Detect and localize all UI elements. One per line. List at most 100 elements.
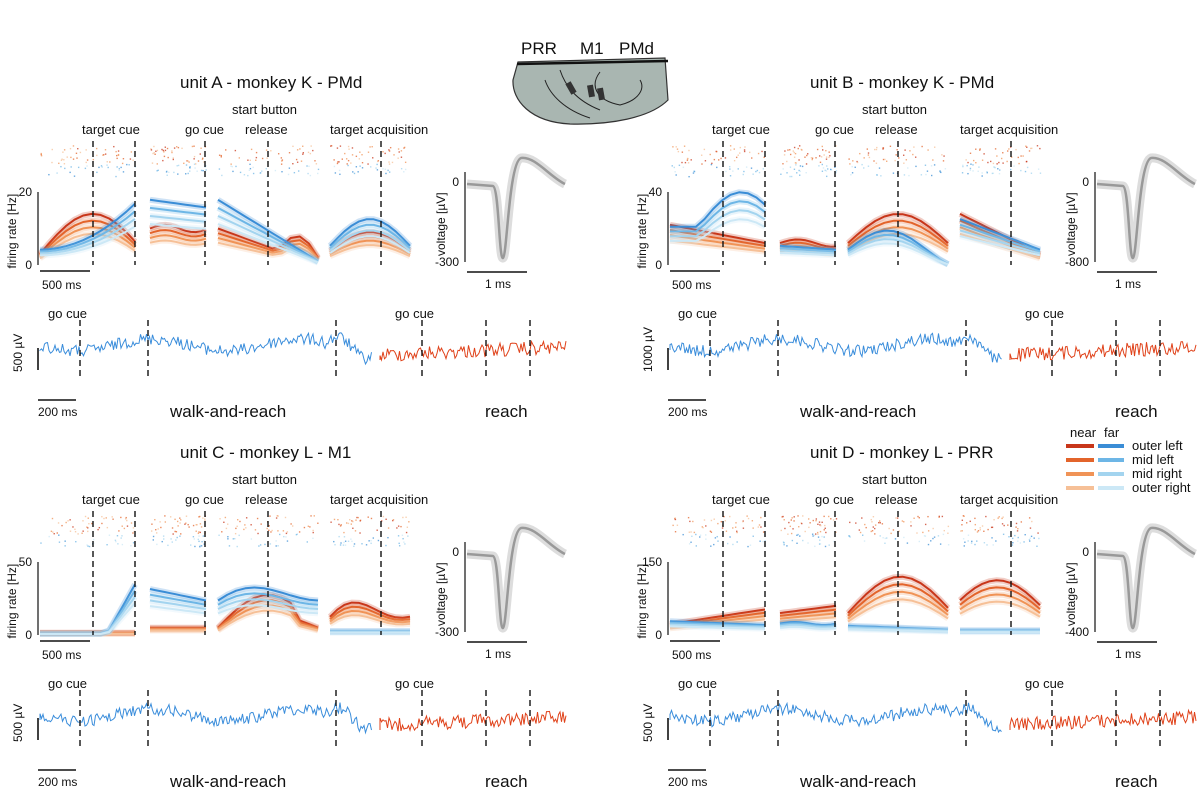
raster-tick — [878, 167, 881, 169]
walk-and-reach-trace — [669, 332, 1002, 363]
raster-tick — [405, 531, 408, 534]
raster-tick — [894, 538, 897, 540]
raster-tick — [121, 535, 123, 537]
raster-tick — [882, 148, 884, 150]
raster-tick — [169, 516, 172, 518]
raster-tick — [690, 159, 692, 161]
raster-tick — [797, 147, 799, 150]
raster-tick — [818, 165, 820, 167]
raster-tick — [123, 527, 126, 530]
raster-tick — [724, 520, 727, 522]
raster-tick — [120, 537, 122, 539]
psth-line — [847, 628, 949, 633]
raster-tick — [317, 522, 319, 524]
raster-tick — [343, 531, 345, 534]
raster-tick — [807, 542, 809, 544]
raster-tick — [334, 172, 337, 174]
raster-tick — [200, 147, 202, 149]
raster-block — [150, 515, 206, 548]
raster-tick — [1019, 542, 1022, 544]
raster-tick — [874, 533, 876, 535]
raster-tick — [199, 531, 201, 534]
walk-and-reach-trace — [669, 701, 1002, 734]
psth-line — [779, 249, 837, 255]
raster-tick — [1020, 169, 1022, 172]
raster-tick — [724, 157, 727, 159]
raster-tick — [864, 523, 866, 526]
raster-tick — [398, 542, 400, 545]
raster-tick — [798, 159, 800, 161]
raster-tick — [106, 164, 108, 166]
raster-tick — [933, 536, 936, 538]
raster-tick — [717, 540, 719, 542]
trace-go-cue-label-reach: go cue — [1025, 306, 1064, 321]
raster-tick — [200, 545, 203, 547]
raster-tick — [992, 544, 994, 546]
raster-tick — [203, 539, 205, 542]
raster-tick — [894, 159, 896, 162]
raster-tick — [106, 544, 108, 546]
raster-tick — [352, 527, 354, 529]
raster-tick — [58, 541, 61, 543]
raster-tick — [156, 149, 159, 152]
raster-tick — [684, 161, 687, 164]
raster-tick — [265, 149, 268, 151]
raster-tick — [227, 523, 229, 525]
raster-tick — [789, 166, 792, 168]
raster-tick — [225, 527, 228, 530]
raster-tick — [171, 527, 174, 529]
raster-tick — [812, 535, 814, 537]
legend-item-label: outer left — [1132, 438, 1183, 453]
raster-tick — [979, 529, 982, 531]
raster-tick — [113, 145, 115, 148]
raster-tick — [347, 522, 350, 525]
raster-tick — [752, 527, 754, 529]
raster-tick — [40, 152, 42, 155]
raster-tick — [821, 521, 823, 524]
raster-tick — [358, 158, 361, 160]
raster-tick — [348, 148, 350, 150]
raster-tick — [1029, 537, 1031, 539]
psth-line — [847, 238, 949, 266]
raster-tick — [181, 147, 183, 150]
raster-tick — [689, 520, 691, 523]
raster-tick — [132, 527, 135, 529]
raster-tick — [1001, 523, 1004, 525]
raster-tick — [1029, 527, 1032, 529]
raster-tick — [257, 532, 259, 535]
raster-tick — [729, 175, 732, 177]
raster-tick — [1024, 170, 1027, 173]
raster-tick — [786, 545, 788, 547]
raster-tick — [261, 157, 264, 160]
raster-tick — [250, 538, 253, 540]
raster-tick — [132, 532, 134, 534]
raster-tick — [995, 540, 997, 542]
psth-line — [959, 218, 1041, 251]
raster-tick — [280, 163, 283, 165]
raster-tick — [266, 527, 268, 530]
psth-line — [40, 602, 136, 635]
raster-tick — [393, 154, 395, 156]
raster-tick — [307, 151, 310, 154]
raster-tick — [115, 150, 117, 153]
raster-tick — [164, 149, 167, 152]
raster-tick — [797, 515, 799, 517]
legend-header-far: far — [1104, 425, 1120, 440]
raster-tick — [742, 520, 744, 523]
raster-tick — [878, 521, 880, 524]
raster-tick — [737, 154, 739, 156]
raster-tick — [962, 164, 964, 167]
raster-tick — [368, 540, 370, 542]
waveform-y-label: voltage [µV] — [1064, 562, 1078, 626]
raster-tick — [745, 166, 748, 168]
raster-tick — [392, 519, 394, 522]
raster-tick — [388, 149, 390, 151]
raster-tick — [115, 175, 117, 178]
raster-tick — [155, 528, 157, 531]
raster-tick — [255, 159, 257, 161]
raster-tick — [725, 170, 727, 173]
raster-tick — [195, 163, 197, 165]
raster-tick — [1023, 541, 1025, 543]
psth-line — [779, 247, 837, 253]
raster-tick — [1002, 516, 1004, 518]
